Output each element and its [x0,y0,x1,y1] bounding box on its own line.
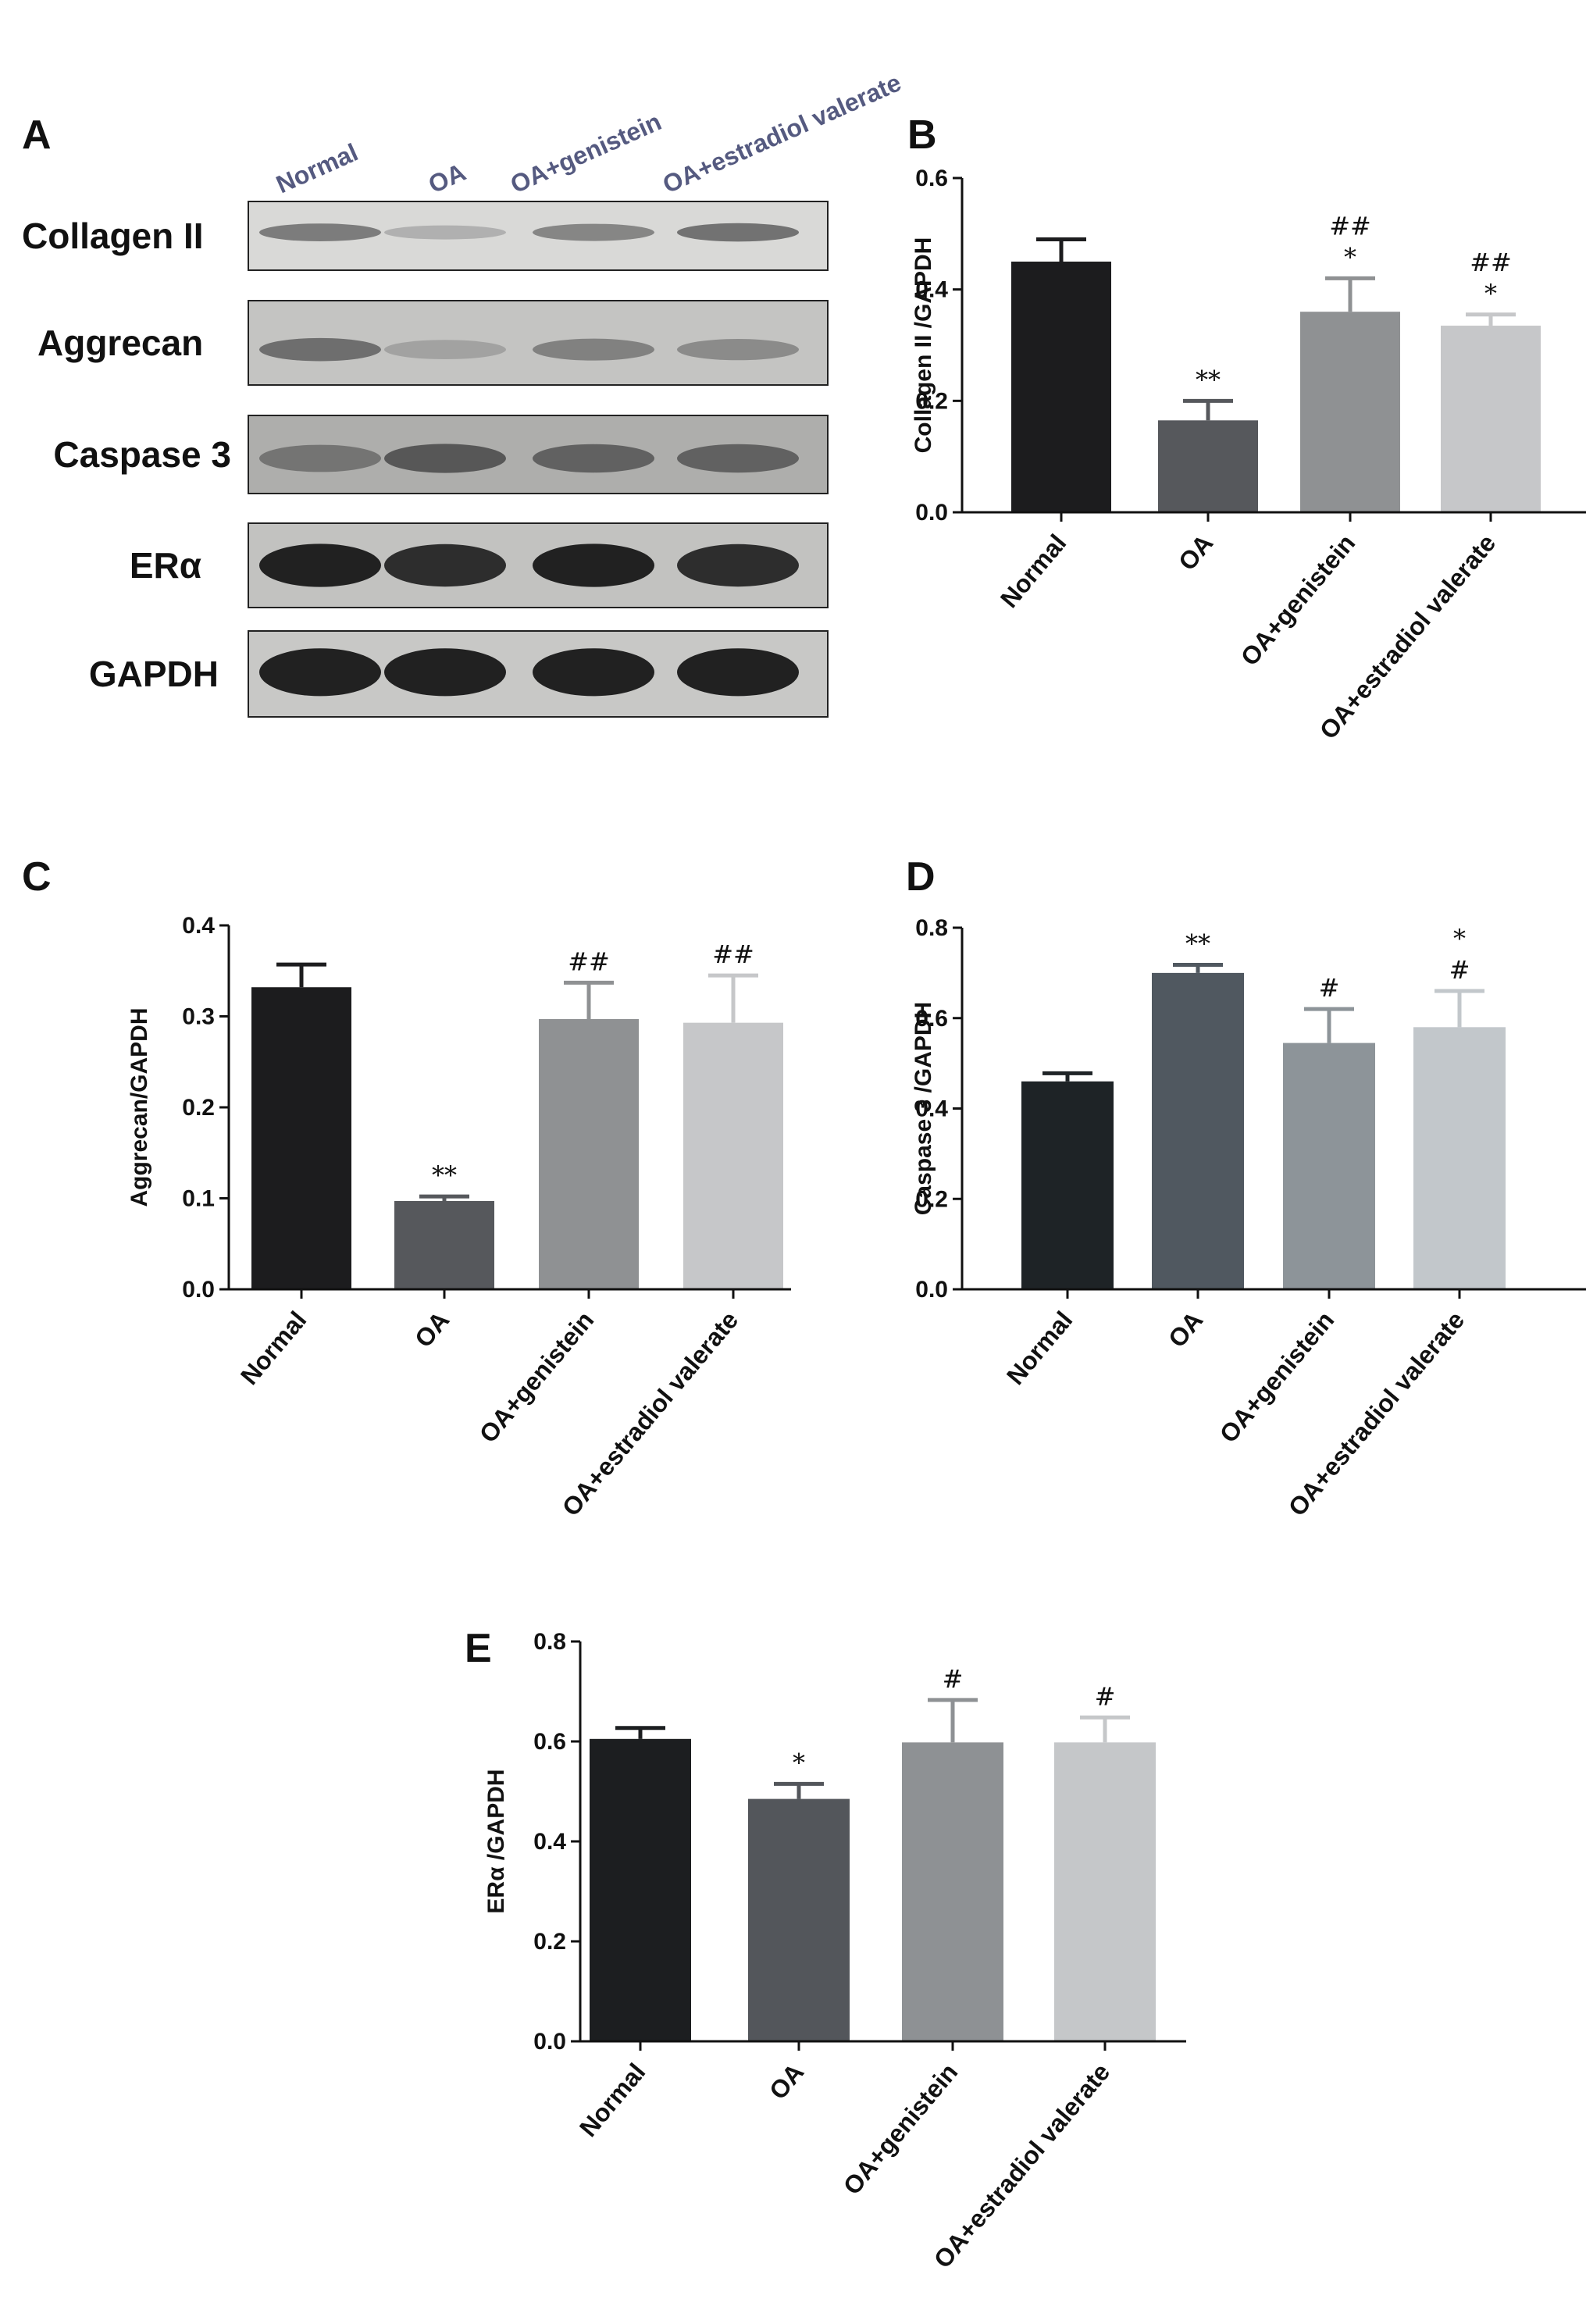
y-tick-label: 0.2 [915,388,948,414]
y-tick-label: 0.8 [533,1629,566,1655]
blot-band [533,338,654,361]
bar [683,1022,783,1289]
blot-band [259,544,381,587]
bar [1158,420,1258,512]
y-tick-label: 0.1 [182,1186,215,1212]
blot-band [677,223,799,242]
y-tick-label: 0.2 [533,1929,566,1955]
bar [1054,1742,1156,2041]
significance-mark: ** [1196,365,1221,394]
y-tick-label: 0.4 [533,1829,566,1855]
y-tick-label: 0.8 [915,915,948,941]
blot-band [677,339,799,361]
bar [539,1018,639,1289]
y-tick-label: 0.4 [182,913,215,939]
panel-letter-a: A [22,112,52,158]
y-tick-label: 0.6 [915,1006,948,1032]
panel-letter-c: C [22,854,52,900]
bar [1011,262,1111,512]
significance-mark: ## [568,946,610,976]
blot-band [384,225,506,240]
blot-band [533,544,654,587]
y-tick-label: 0.0 [915,500,948,526]
y-tick-label: 0.2 [182,1095,215,1121]
bar [1441,326,1541,512]
y-tick-label: 0.2 [915,1186,948,1212]
panel-letter-e: E [465,1626,492,1671]
significance-mark: # [943,1664,964,1694]
blot-band [677,444,799,473]
blot-band [259,223,381,241]
bar [590,1738,691,2041]
blot-band [384,544,506,587]
y-axis-label: Collagen II /GAPDH [911,237,936,454]
significance-mark: * [1484,279,1497,308]
bar [251,987,351,1289]
y-axis-label: Aggrecan/GAPDH [127,1007,152,1207]
y-tick-label: 0.0 [533,2029,566,2055]
blot-band [259,337,381,362]
significance-mark: * [793,1748,805,1777]
blot-band [384,340,506,360]
blot-band [384,444,506,473]
y-tick-label: 0.4 [915,277,948,303]
bar [1283,1043,1375,1289]
bar [1021,1081,1114,1289]
significance-mark: ## [1329,211,1371,241]
blot-band [533,223,654,241]
significance-mark: # [1095,1681,1116,1711]
y-axis-label: Caspase 3 /GAPDH [911,1002,936,1215]
panel-letter-d: D [906,854,936,900]
blot-label: GAPDH [89,654,219,694]
significance-mark: # [1449,955,1470,985]
bar [1413,1027,1506,1289]
blot-label: ERα [130,545,201,586]
significance-mark: * [1344,242,1356,272]
blot-band [259,444,381,472]
y-tick-label: 0.3 [182,1004,215,1030]
y-tick-label: 0.0 [915,1277,948,1303]
bar [394,1200,494,1289]
y-tick-label: 0.6 [915,166,948,191]
significance-mark: * [1453,924,1466,953]
blot-band [677,648,799,697]
panel-letter-b: B [907,112,937,158]
blot-label: Collagen II [22,216,204,256]
y-axis-label: ERα /GAPDH [483,1769,509,1913]
bar [1152,972,1244,1289]
significance-mark: # [1319,973,1340,1003]
blot-band [677,544,799,587]
bar [1300,312,1400,512]
blot-label: Caspase 3 [53,434,231,475]
significance-mark: ** [432,1160,457,1190]
bar [748,1798,850,2041]
y-tick-label: 0.4 [915,1096,948,1122]
y-tick-label: 0.6 [533,1729,566,1755]
blot-label: Aggrecan [37,323,203,363]
significance-mark: ## [1470,248,1512,277]
bar [902,1742,1003,2041]
blot-band [533,648,654,697]
blot-band [533,444,654,473]
significance-mark: ## [712,939,754,969]
significance-mark: ** [1185,929,1210,958]
blot-band [384,648,506,697]
y-tick-label: 0.0 [182,1277,215,1303]
blot-band [259,648,381,697]
